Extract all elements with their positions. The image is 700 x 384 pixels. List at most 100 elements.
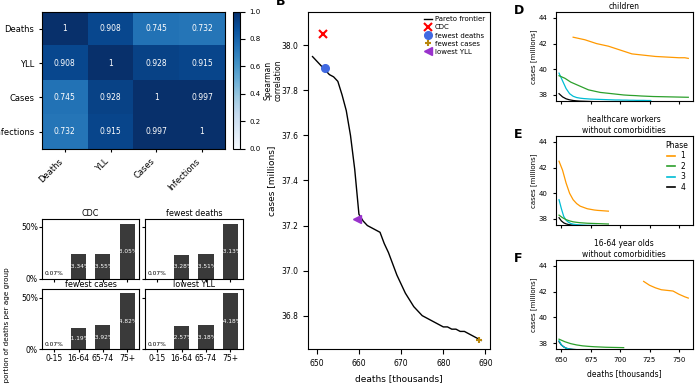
Pareto frontier [410,305,418,309]
Text: 0.915: 0.915 [191,58,213,68]
Text: 0.908: 0.908 [99,24,121,33]
Pareto frontier [460,329,468,334]
Pareto frontier [468,334,477,338]
Pareto frontier [430,320,439,325]
Text: 0.745: 0.745 [146,24,167,33]
Pareto frontier [405,298,414,302]
Text: 0.07%: 0.07% [148,271,167,276]
X-axis label: deaths [thousands]: deaths [thousands] [355,374,443,383]
Title: lowest YLL: lowest YLL [173,280,215,289]
Bar [71,255,86,279]
Bar [174,326,189,349]
Text: 23.18%: 23.18% [195,335,217,340]
X-axis label: deaths [thousands]: deaths [thousands] [587,369,662,377]
Bar [71,328,86,349]
Text: 0.997: 0.997 [191,93,213,102]
Pareto frontier [393,273,401,277]
Pareto frontier [389,262,397,266]
Text: 0.745: 0.745 [54,93,76,102]
Pareto frontier [447,327,456,331]
Y-axis label: cases [millions]: cases [millions] [531,29,538,84]
Y-axis label: cases [millions]: cases [millions] [531,153,538,208]
Pareto frontier [452,327,460,331]
Pareto frontier [380,241,389,246]
Text: Proportion of deaths per age group: Proportion of deaths per age group [4,267,10,384]
Text: 0.928: 0.928 [100,93,121,102]
Pareto frontier [401,291,410,295]
Pareto frontier [414,309,422,313]
Text: 54.82%: 54.82% [116,319,139,324]
Pareto frontier [334,79,342,84]
Text: 23.28%: 23.28% [170,264,193,269]
Title: children: children [609,2,640,11]
Pareto frontier [443,324,452,329]
Bar [95,325,111,349]
Pareto frontier [397,282,405,286]
Pareto frontier [435,322,443,327]
Title: 16-64 year olds
without comorbidities: 16-64 year olds without comorbidities [582,239,666,259]
Text: 23.92%: 23.92% [92,334,114,339]
Pareto frontier [439,324,447,329]
Line: Pareto frontier: Pareto frontier [312,56,482,341]
Legend: 1, 2, 3, 4: 1, 2, 3, 4 [664,139,690,194]
Text: 53.05%: 53.05% [116,249,139,254]
Y-axis label: Spearman
correlation: Spearman correlation [263,60,283,101]
Text: 0.07%: 0.07% [148,342,167,347]
Pareto frontier [312,59,321,63]
Pareto frontier [372,228,380,232]
Pareto frontier [346,133,355,138]
Pareto frontier [418,313,426,318]
Pareto frontier [376,230,384,235]
Text: 54.18%: 54.18% [219,319,241,324]
Text: 0.732: 0.732 [54,127,76,136]
Pareto frontier [477,338,486,343]
Text: 21.19%: 21.19% [67,336,90,341]
Pareto frontier [351,167,359,172]
Pareto frontier [384,250,393,255]
Bar [199,326,214,349]
Y-axis label: cases [millions]: cases [millions] [267,145,276,216]
Pareto frontier [326,72,334,77]
Pareto frontier [359,219,368,223]
Text: 1: 1 [154,93,159,102]
Bar [199,254,214,279]
Pareto frontier [342,108,351,113]
Text: 1: 1 [108,58,113,68]
Text: 0.07%: 0.07% [45,271,64,276]
Pareto frontier [317,63,326,68]
Text: 0.908: 0.908 [54,58,76,68]
Bar [174,255,189,279]
Text: B: B [276,0,285,8]
Text: 1: 1 [62,24,67,33]
Text: 23.34%: 23.34% [67,264,90,269]
Text: 23.55%: 23.55% [92,264,114,269]
Bar [95,254,111,279]
Pareto frontier [363,223,372,228]
Text: F: F [514,252,523,265]
Text: 0.928: 0.928 [146,58,167,68]
Pareto frontier [473,336,482,341]
Text: E: E [514,128,523,141]
Bar [120,224,134,279]
Pareto frontier [426,318,435,323]
Text: 23.51%: 23.51% [195,264,217,269]
Title: CDC: CDC [82,209,99,218]
Legend: Pareto frontier, CDC, fewest deaths, fewest cases, lowest YLL: Pareto frontier, CDC, fewest deaths, few… [422,15,486,56]
Pareto frontier [456,329,464,334]
Text: 1: 1 [199,127,204,136]
Text: 0.915: 0.915 [99,127,121,136]
Pareto frontier [338,93,346,97]
Text: 53.13%: 53.13% [219,249,241,254]
Bar [120,293,134,349]
Pareto frontier [308,54,316,59]
Title: fewest cases: fewest cases [64,280,117,289]
Pareto frontier [321,68,330,73]
Pareto frontier [464,331,473,336]
Pareto frontier [368,225,376,230]
Bar [223,223,238,279]
Title: healthcare workers
without comorbidities: healthcare workers without comorbidities [582,115,666,135]
Text: 0.732: 0.732 [191,24,213,33]
Pareto frontier [355,212,363,217]
Text: 0.07%: 0.07% [45,342,64,347]
Y-axis label: cases [millions]: cases [millions] [531,277,538,332]
